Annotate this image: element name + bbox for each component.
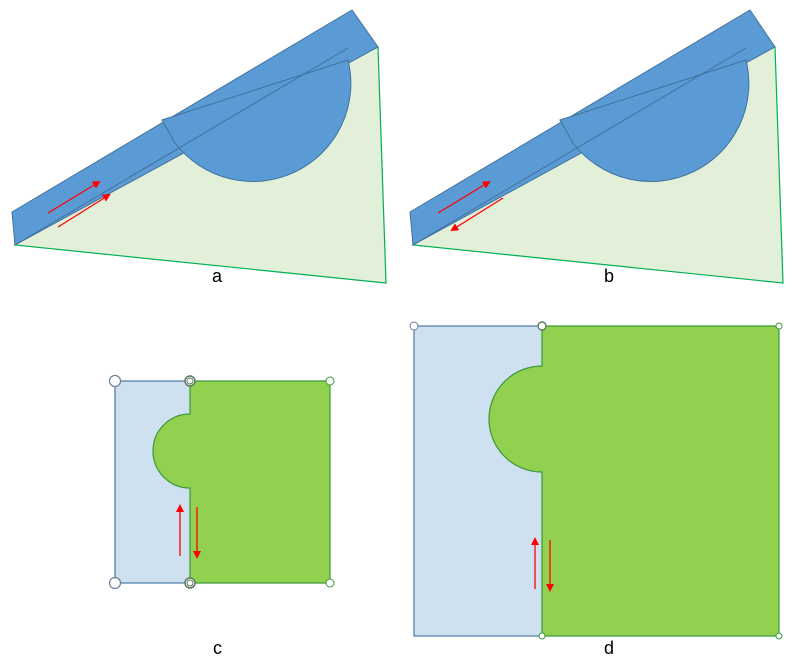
label-b: b	[604, 266, 614, 286]
slab-b-edge	[412, 47, 747, 246]
handle-c-tl	[108, 374, 122, 388]
panel-d: d	[409, 321, 783, 658]
slab-a-edge	[14, 47, 349, 246]
handle-c-bl	[108, 576, 122, 590]
handle-d-bm	[538, 632, 546, 640]
panel-c: c	[108, 374, 335, 658]
block-d-right	[488, 325, 780, 637]
handle-c-tr	[325, 376, 335, 386]
half-disk-a	[161, 59, 352, 182]
label-d: d	[604, 638, 614, 658]
half-disk-b	[559, 59, 750, 182]
handle-d-br	[775, 632, 783, 640]
handle-c-br	[325, 578, 335, 588]
handle-d-tr	[775, 322, 783, 330]
handle-c-tm-inner	[186, 377, 194, 385]
panel-a: a	[11, 9, 387, 286]
panel-b: b	[409, 9, 784, 286]
handle-c-tm	[184, 375, 196, 387]
handle-c-bm-inner	[186, 579, 194, 587]
arrow-b-upper	[437, 180, 491, 214]
label-a: a	[212, 266, 223, 286]
arrow-a-lower	[57, 193, 111, 228]
label-c: c	[213, 638, 222, 658]
handle-d-tl	[409, 321, 419, 331]
handle-d-tm	[537, 321, 547, 331]
handle-c-bm	[184, 577, 196, 589]
arrow-a-upper	[47, 180, 101, 214]
arrow-b-lower	[450, 197, 504, 232]
